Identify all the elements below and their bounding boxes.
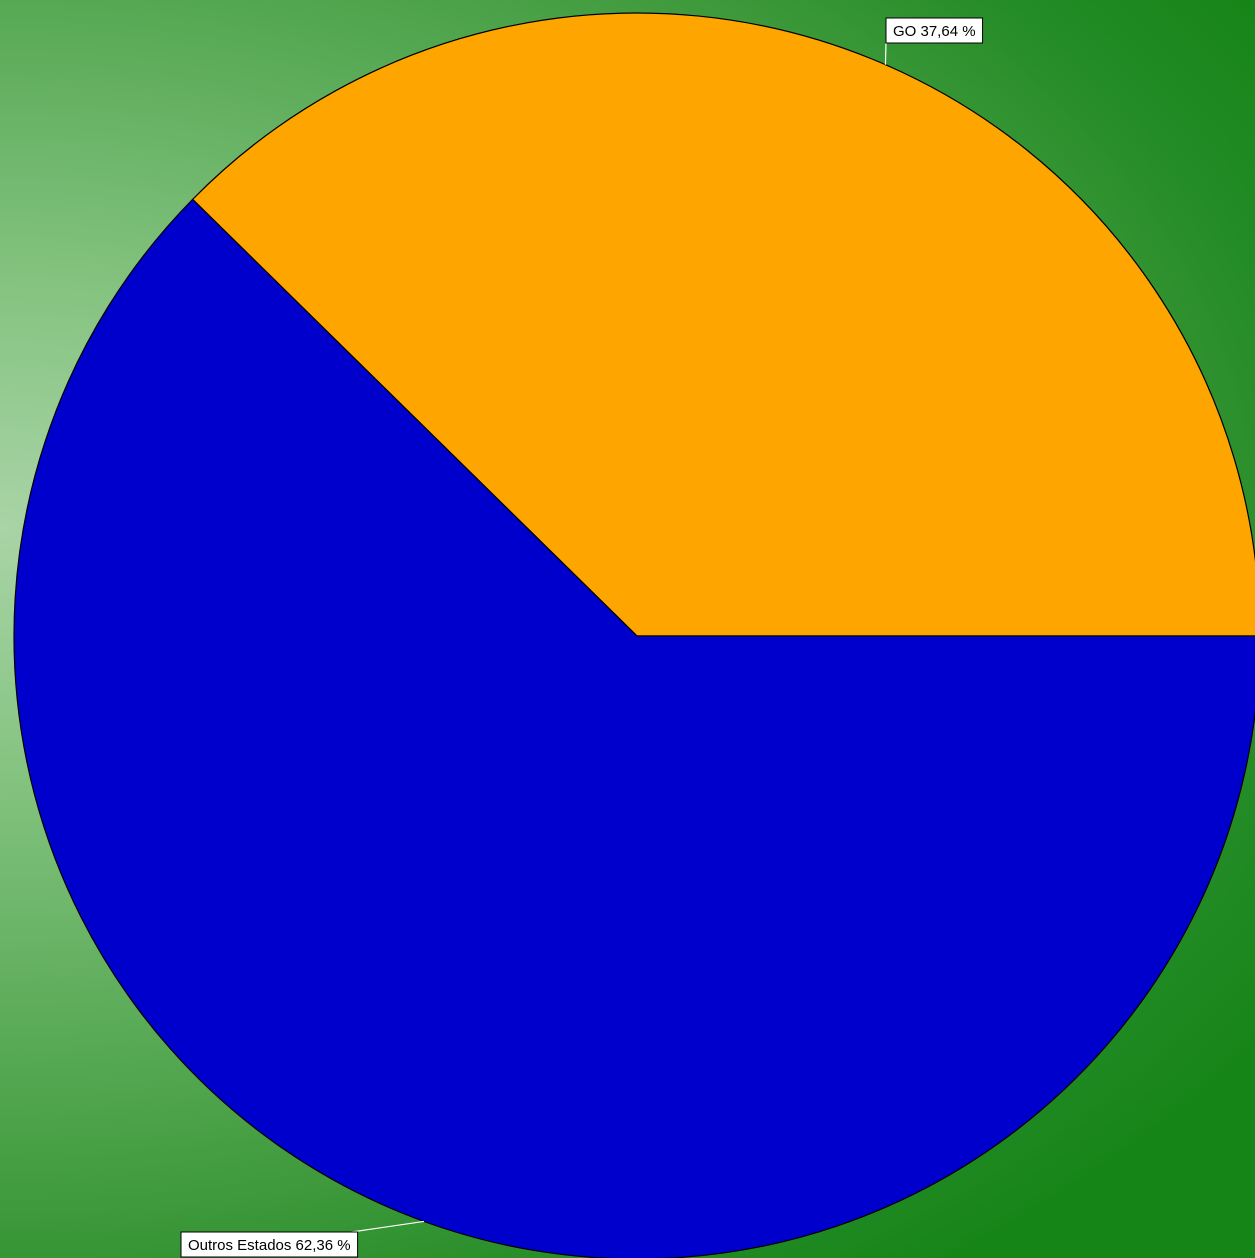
pie-slice-go [191,12,1255,637]
pie-slice-outros-estados [13,198,1255,1258]
label-box-go [885,17,984,44]
pie-slices [13,12,1255,1258]
slice-label-text-outros-estados: Outros Estados 62,36 % [188,1237,351,1254]
label-box-outros-estados [180,1231,359,1258]
slice-label-outros-estados: Outros Estados 62,36 % [180,1220,425,1258]
leader-line-go [884,42,887,65]
leader-line-outros-estados [351,1220,425,1233]
pie-labels: GO 37,64 % Outros Estados 62,36 % [180,17,984,1258]
slice-label-text-go: GO 37,64 % [893,23,976,40]
slice-label-go: GO 37,64 % [884,17,984,65]
